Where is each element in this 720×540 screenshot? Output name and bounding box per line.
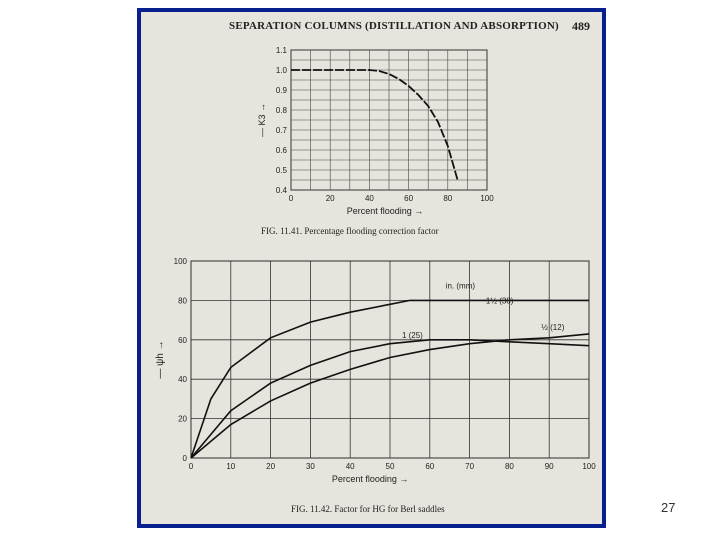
y-tick-label: 100 [174, 257, 188, 266]
x-tick-label: 30 [306, 462, 315, 471]
k3-curve [291, 69, 459, 181]
y-tick-label: 0.7 [276, 126, 288, 135]
figure-11-41: 0 20 40 60 80 100 0.4 0.5 0.6 0.7 0.8 0.9 1.0 1.1 Perc… [257, 46, 494, 216]
x-tick-label: 60 [425, 462, 434, 471]
x-axis-label: Percent flooding → [347, 206, 424, 216]
page-number: 489 [572, 19, 590, 33]
page-header: SEPARATION COLUMNS (DISTILLATION AND ABS… [229, 20, 559, 32]
x-tick-label: 0 [289, 194, 294, 203]
curve-label-1: 1½ (38) [486, 296, 514, 305]
curve-series-3 [190, 333, 590, 459]
unit-label: in. (mm) [446, 282, 476, 291]
x-tick-label: 40 [365, 194, 374, 203]
x-tick-label: 40 [346, 462, 355, 471]
x-tick-label: 60 [404, 194, 413, 203]
x-tick-label: 80 [443, 194, 452, 203]
x-tick-label: 10 [226, 462, 235, 471]
y-axis-label: — K3 → [257, 103, 267, 137]
figure-11-42: 0 10 20 30 40 50 60 70 80 90 100 0 20 40 60 80 100 Percen… [155, 257, 596, 484]
x-tick-label: 20 [326, 194, 335, 203]
x-tick-label: 80 [505, 462, 514, 471]
x-tick-label: 50 [386, 462, 395, 471]
y-tick-label: 0.6 [276, 146, 288, 155]
y-axis-label: — ψh → [155, 340, 166, 378]
x-axis-label: Percent flooding → [332, 474, 409, 484]
y-tick-label: 0 [183, 454, 188, 463]
y-tick-label: 0.8 [276, 106, 288, 115]
scanned-page: SEPARATION COLUMNS (DISTILLATION AND ABS… [137, 8, 606, 528]
figure-11-41-caption: FIG. 11.41. Percentage flooding correcti… [261, 226, 439, 236]
curve-series-1 [190, 299, 589, 459]
x-tick-label: 100 [480, 194, 494, 203]
x-tick-label: 0 [189, 462, 194, 471]
curve-label-3: ½ (12) [541, 323, 564, 332]
x-tick-label: 70 [465, 462, 474, 471]
slide-number: 27 [661, 500, 676, 515]
y-tick-label: 1.0 [276, 66, 288, 75]
x-tick-label: 100 [582, 462, 596, 471]
y-tick-label: 60 [178, 336, 187, 345]
y-tick-label: 80 [178, 296, 187, 305]
y-tick-label: 40 [178, 375, 187, 384]
y-tick-label: 0.4 [276, 186, 288, 195]
curve-label-2: 1 (25) [402, 331, 423, 340]
figure-11-42-caption: FIG. 11.42. Factor for HG for Berl saddl… [291, 504, 445, 514]
y-tick-label: 20 [178, 415, 187, 424]
y-tick-label: 0.5 [276, 166, 288, 175]
y-tick-label: 1.1 [276, 46, 288, 55]
x-tick-label: 20 [266, 462, 275, 471]
y-tick-label: 0.9 [276, 86, 288, 95]
curve-series-2 [190, 339, 590, 459]
x-tick-label: 90 [545, 462, 554, 471]
page-paper: SEPARATION COLUMNS (DISTILLATION AND ABS… [141, 12, 602, 524]
